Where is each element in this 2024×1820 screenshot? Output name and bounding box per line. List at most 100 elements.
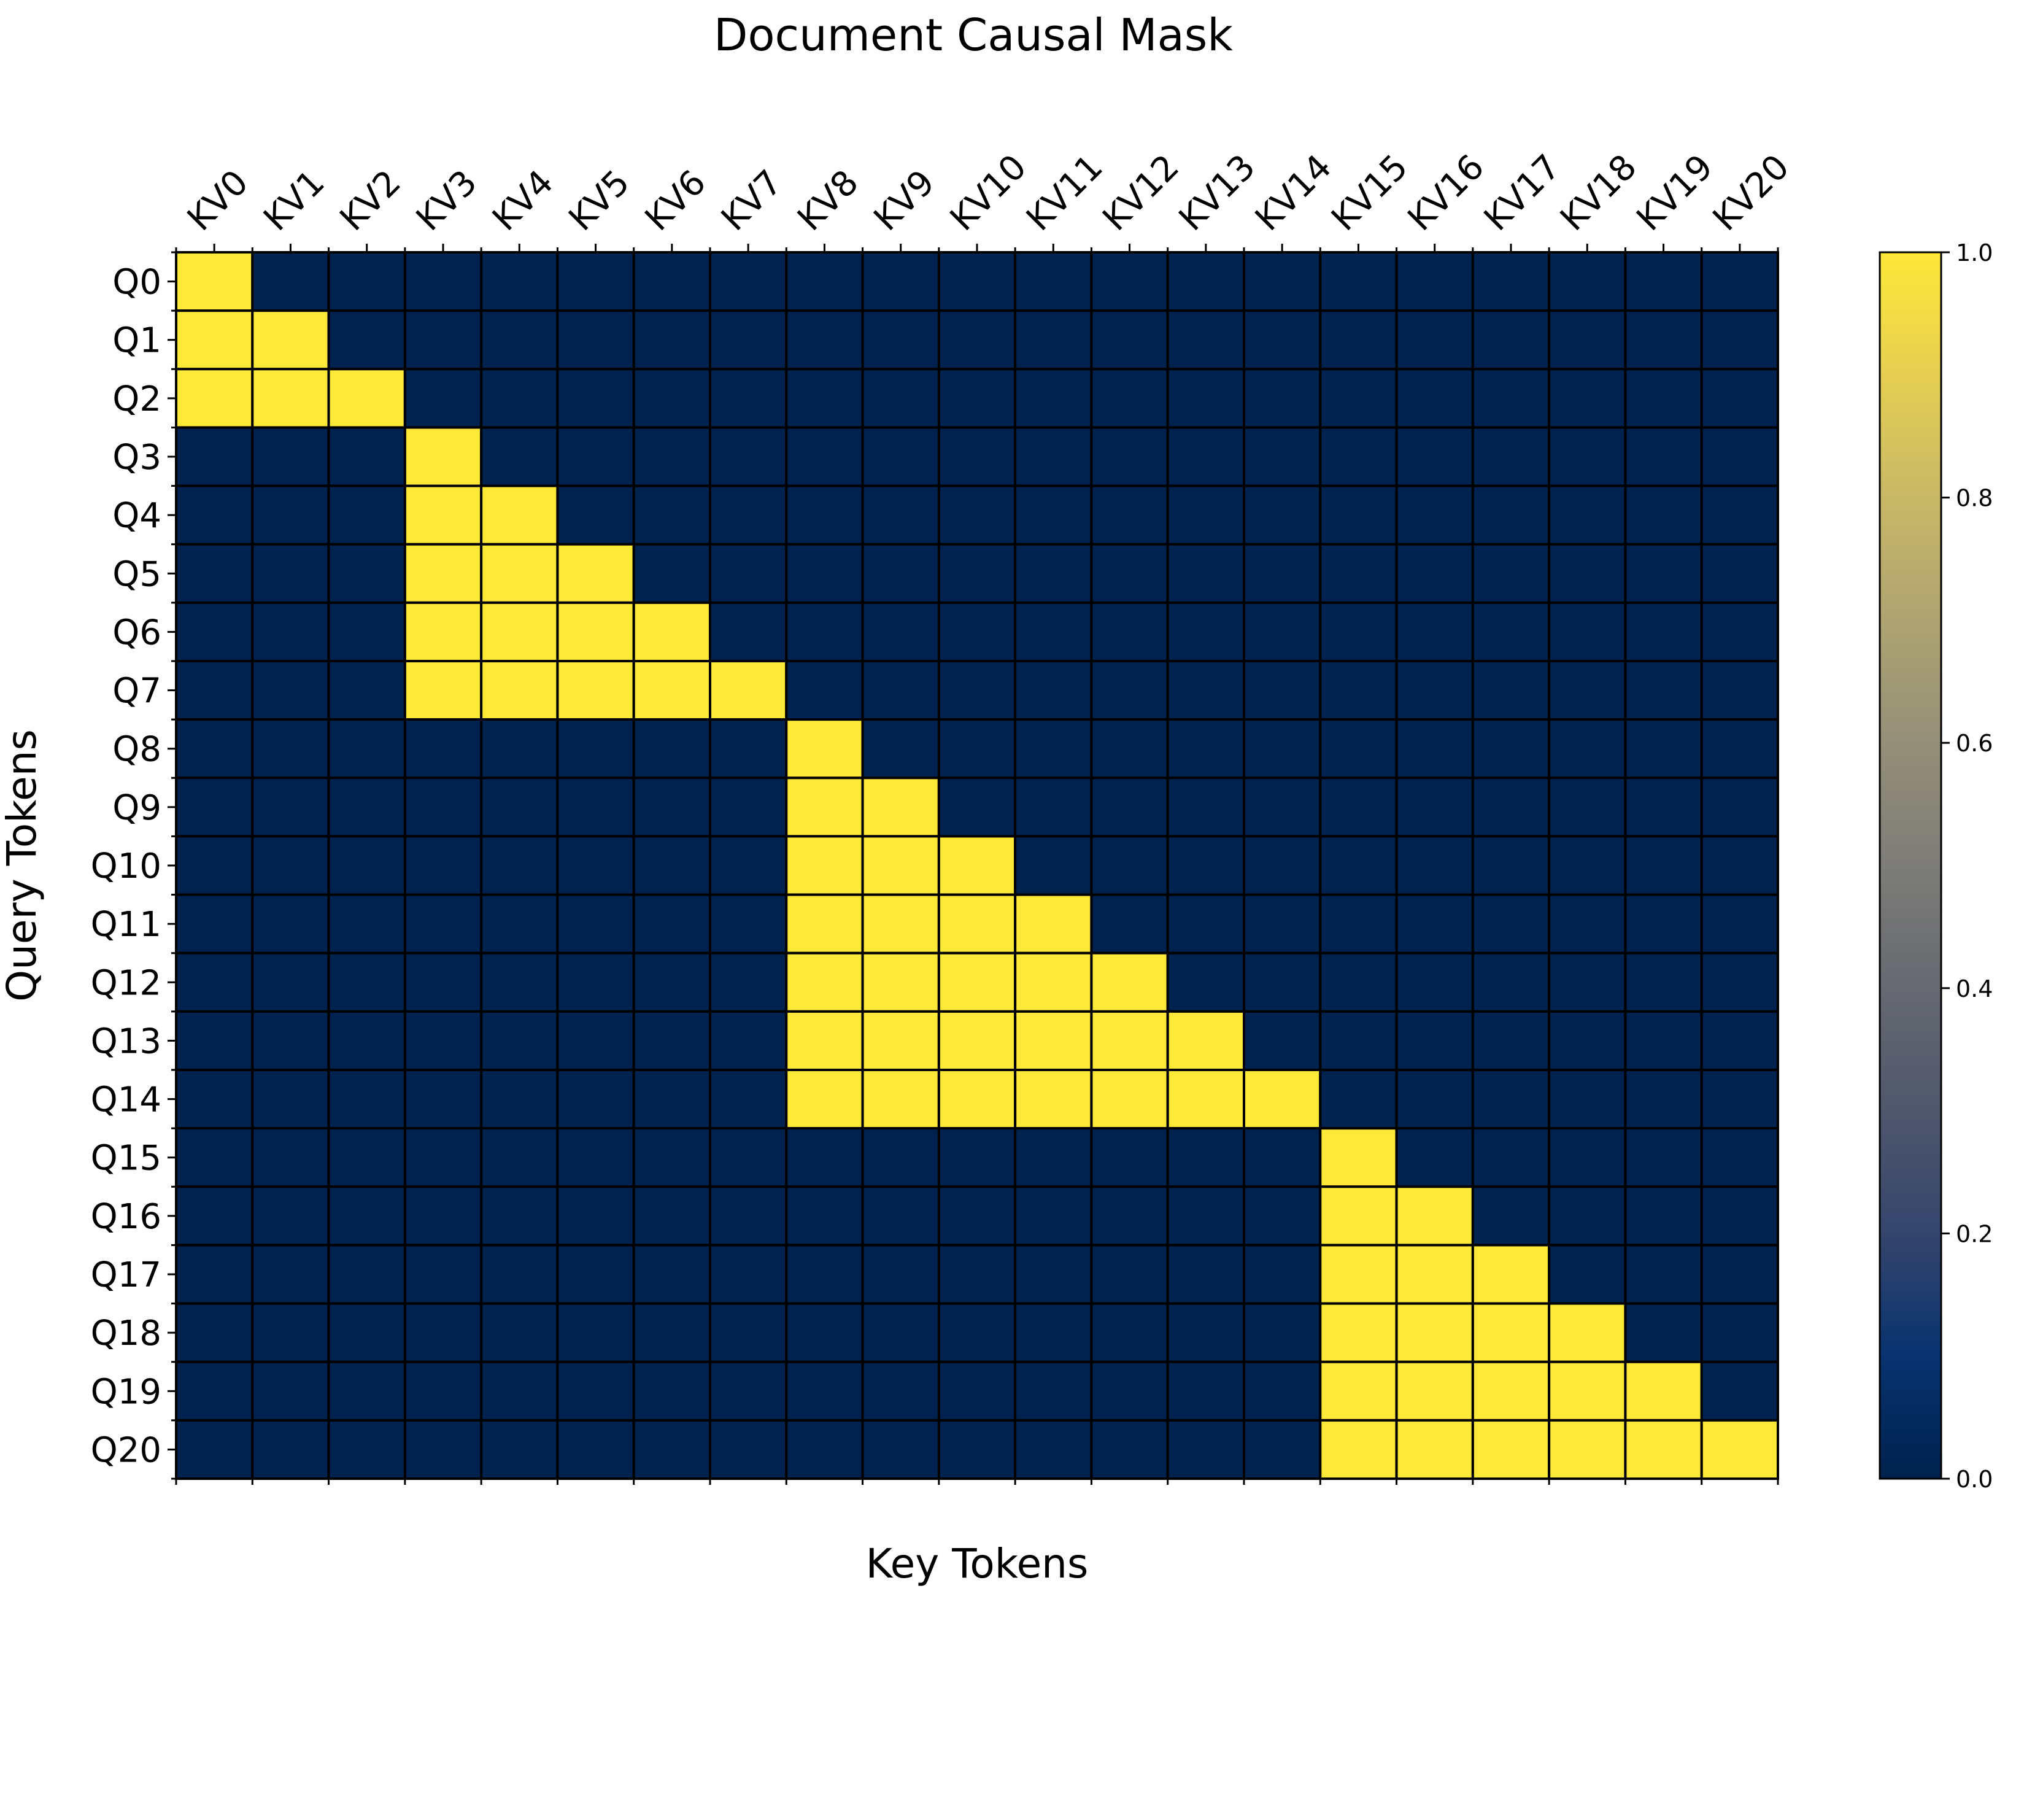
heatmap-cell bbox=[785, 1127, 864, 1188]
y-axis-ticks: Q0 Q1 Q2 Q3 Q4 Q5 Q6 Q7 Q8 Q9 Q10 Q11 Q12 Q13 Q14 Q15 Q1… bbox=[91, 251, 176, 1480]
heatmap-cell bbox=[1700, 368, 1780, 429]
heatmap-cell bbox=[403, 426, 483, 487]
heatmap-cell bbox=[1014, 893, 1093, 955]
heatmap-cell bbox=[480, 426, 559, 487]
heatmap-cell bbox=[556, 1069, 635, 1130]
heatmap-cell bbox=[1700, 718, 1780, 780]
heatmap-cell bbox=[175, 835, 254, 896]
heatmap-cell bbox=[327, 1185, 406, 1247]
heatmap-cell bbox=[403, 543, 483, 604]
y-tick-label: Q14 bbox=[91, 1080, 161, 1120]
heatmap-cell bbox=[632, 1185, 711, 1247]
heatmap-cell bbox=[403, 309, 483, 371]
heatmap-cell bbox=[1624, 309, 1703, 371]
heatmap-cell bbox=[1319, 484, 1398, 546]
heatmap-cell bbox=[632, 1302, 711, 1363]
heatmap-cell bbox=[1090, 601, 1169, 662]
heatmap-cell bbox=[709, 1419, 788, 1481]
heatmap-cell bbox=[1319, 1419, 1398, 1481]
heatmap-cell bbox=[1624, 1419, 1703, 1481]
heatmap-cell bbox=[709, 1302, 788, 1363]
y-tick-label: Q2 bbox=[112, 379, 161, 419]
heatmap-cell bbox=[1471, 1244, 1551, 1305]
heatmap-cell bbox=[1395, 368, 1474, 429]
heatmap-cell bbox=[861, 543, 940, 604]
heatmap-cell bbox=[1395, 543, 1474, 604]
heatmap-cell bbox=[937, 1360, 1017, 1422]
heatmap-cell bbox=[1624, 718, 1703, 780]
heatmap-cell bbox=[556, 251, 635, 312]
heatmap-cell bbox=[403, 1419, 483, 1481]
heatmap-cell bbox=[861, 368, 940, 429]
heatmap-cell bbox=[403, 1010, 483, 1072]
heatmap-cell bbox=[1166, 1360, 1245, 1422]
heatmap-cell bbox=[1090, 426, 1169, 487]
heatmap-cell bbox=[709, 601, 788, 662]
heatmap-cell bbox=[632, 951, 711, 1013]
heatmap-cell bbox=[1319, 1069, 1398, 1130]
heatmap-cell bbox=[1243, 660, 1322, 721]
heatmap-cell bbox=[1700, 484, 1780, 546]
colorbar-ticks: 0.0 0.2 0.4 0.6 0.8 1.0 bbox=[1941, 239, 1993, 1493]
heatmap-cell bbox=[480, 893, 559, 955]
heatmap-cell bbox=[1319, 368, 1398, 429]
heatmap-cell bbox=[937, 1419, 1017, 1481]
heatmap-cell bbox=[1471, 1302, 1551, 1363]
heatmap-cell bbox=[785, 718, 864, 780]
heatmap-cell bbox=[327, 1419, 406, 1481]
heatmap-cell bbox=[1166, 543, 1245, 604]
heatmap-cell bbox=[937, 835, 1017, 896]
heatmap-cell bbox=[175, 1010, 254, 1072]
heatmap-cells bbox=[175, 251, 1780, 1481]
heatmap-cell bbox=[1319, 1244, 1398, 1305]
heatmap-cell bbox=[327, 601, 406, 662]
heatmap-cell bbox=[1700, 660, 1780, 721]
heatmap-cell bbox=[1471, 426, 1551, 487]
heatmap-cell bbox=[1395, 309, 1474, 371]
heatmap-cell bbox=[480, 835, 559, 896]
heatmap-cell bbox=[1166, 1419, 1245, 1481]
heatmap-cell bbox=[632, 776, 711, 838]
heatmap-cell bbox=[861, 660, 940, 721]
heatmap-cell bbox=[403, 893, 483, 955]
heatmap-cell bbox=[403, 484, 483, 546]
heatmap-cell bbox=[1548, 1360, 1627, 1422]
heatmap-cell bbox=[1090, 835, 1169, 896]
heatmap-cell bbox=[556, 543, 635, 604]
heatmap-cell bbox=[1014, 601, 1093, 662]
heatmap-cell bbox=[327, 1244, 406, 1305]
heatmap-cell bbox=[1166, 1010, 1245, 1072]
heatmap-cell bbox=[556, 1360, 635, 1422]
heatmap-cell bbox=[709, 484, 788, 546]
heatmap-cell bbox=[1166, 426, 1245, 487]
heatmap-cell bbox=[785, 309, 864, 371]
heatmap-cell bbox=[632, 1069, 711, 1130]
heatmap-cell bbox=[1243, 251, 1322, 312]
x-tick-label: KV7 bbox=[714, 163, 790, 239]
colorbar-tick-label: 1.0 bbox=[1956, 239, 1993, 266]
colorbar-tick-label: 0.2 bbox=[1956, 1220, 1993, 1247]
heatmap-cell bbox=[1014, 426, 1093, 487]
heatmap-cell bbox=[1471, 484, 1551, 546]
heatmap-cell bbox=[1014, 543, 1093, 604]
heatmap-cell bbox=[937, 1302, 1017, 1363]
heatmap-cell bbox=[175, 543, 254, 604]
heatmap-cell bbox=[709, 1069, 788, 1130]
heatmap-cell bbox=[251, 1244, 330, 1305]
heatmap-cell bbox=[785, 1302, 864, 1363]
heatmap-cell bbox=[1243, 776, 1322, 838]
heatmap-cell bbox=[403, 1127, 483, 1188]
heatmap-cell bbox=[1548, 893, 1627, 955]
heatmap-cell bbox=[1624, 1010, 1703, 1072]
y-tick-label: Q11 bbox=[91, 905, 161, 945]
heatmap-cell bbox=[480, 543, 559, 604]
heatmap-cell bbox=[785, 951, 864, 1013]
x-tick-label: KV18 bbox=[1553, 147, 1644, 238]
x-tick-label: KV4 bbox=[485, 163, 561, 239]
heatmap-cell bbox=[1090, 1185, 1169, 1247]
x-tick-label: KV16 bbox=[1400, 147, 1492, 238]
heatmap-cell bbox=[556, 1419, 635, 1481]
heatmap-cell bbox=[556, 835, 635, 896]
heatmap-cell bbox=[251, 776, 330, 838]
heatmap-cell bbox=[937, 601, 1017, 662]
